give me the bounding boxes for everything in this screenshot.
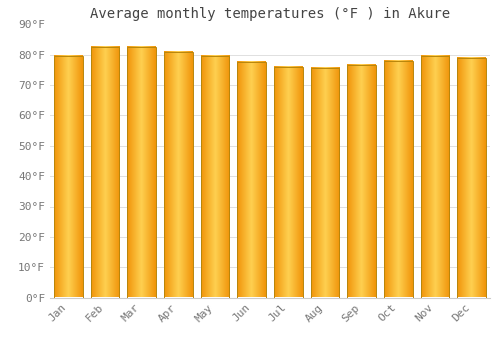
Bar <box>274 67 302 298</box>
Bar <box>384 61 412 298</box>
Bar <box>420 56 450 298</box>
Bar <box>310 68 340 298</box>
Bar <box>458 58 486 298</box>
Bar <box>128 47 156 298</box>
Bar <box>238 62 266 298</box>
Bar <box>200 56 230 298</box>
Title: Average monthly temperatures (°F ) in Akure: Average monthly temperatures (°F ) in Ak… <box>90 7 450 21</box>
Bar <box>348 65 376 298</box>
Bar <box>90 47 120 298</box>
Bar <box>54 56 82 298</box>
Bar <box>164 52 192 298</box>
